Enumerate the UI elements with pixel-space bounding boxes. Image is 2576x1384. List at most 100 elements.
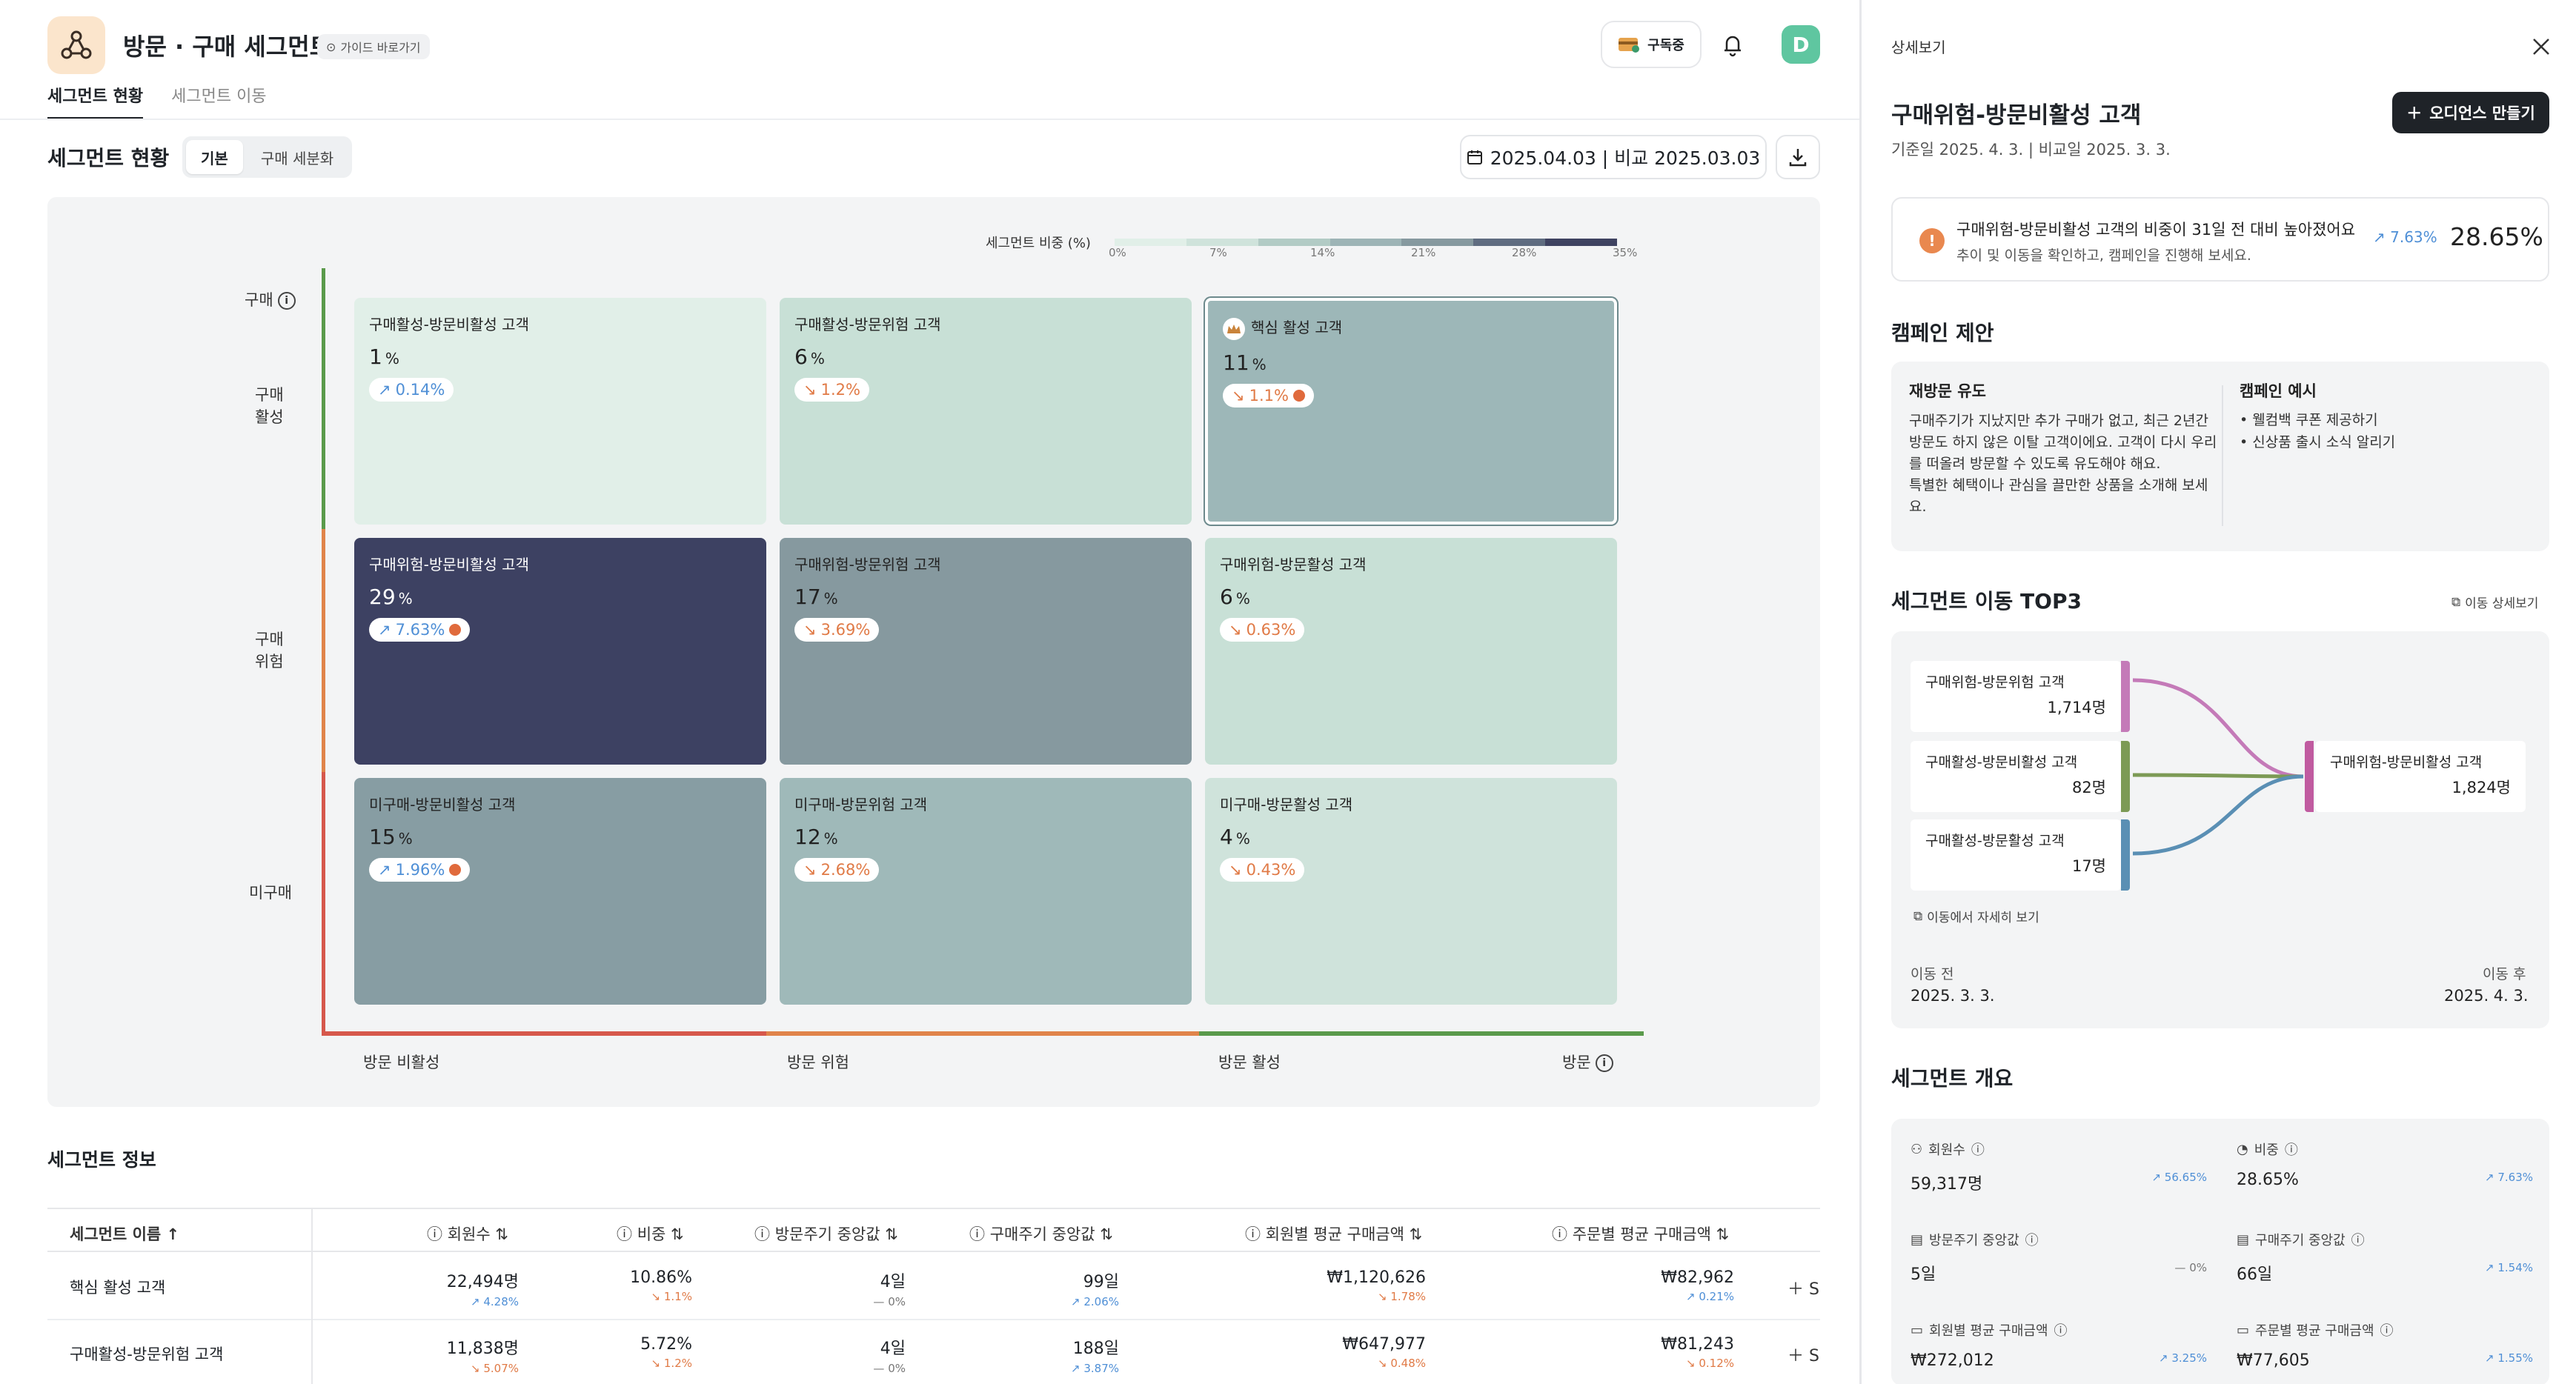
alert-text: 구매위험-방문비활성 고객의 비중이 31일 전 대비 높아졌어요 xyxy=(1956,221,2356,239)
tab-segment-move[interactable]: 세그먼트 이동 xyxy=(171,87,267,106)
segment-share: 4% xyxy=(1220,825,1250,849)
segment-cell[interactable]: 구매위험-방문위험 고객 17% ↘ 3.69% xyxy=(780,538,1192,765)
info-icon[interactable]: ⓘ xyxy=(2025,1233,2039,1248)
toggle-purchase-detail[interactable]: 구매 세분화 xyxy=(260,149,334,167)
move-detail-link[interactable]: ⧉ 이동 상세보기 xyxy=(2451,594,2539,612)
add-column-button[interactable]: ＋ S xyxy=(1787,1280,1819,1299)
create-audience-button[interactable]: ＋ 오디언스 만들기 xyxy=(2392,92,2549,133)
legend-swatch xyxy=(1258,239,1330,246)
flow-link-3 xyxy=(2132,774,2304,856)
table-header: 세그먼트 이름 ↑ ⓘ 회원수 ⇅ ⓘ 비중 ⇅ ⓘ 방문주기 중앙값 ⇅ ⓘ … xyxy=(47,1208,1820,1252)
info-icon[interactable]: ⓘ xyxy=(2054,1323,2068,1339)
segment-name: 구매활성-방문위험 고객 xyxy=(794,316,941,333)
overview-item: ◔ 비중 ⓘ 28.65% ↗ 7.63% xyxy=(2237,1140,2533,1190)
external-link-icon: ⧉ xyxy=(1913,908,1923,924)
legend-tick: 35% xyxy=(1613,246,1638,259)
table-row[interactable]: 핵심 활성 고객 22,494명 ↗ 4.28% 10.86% ↘ 1.1% 4일 — 0%… xyxy=(47,1254,1820,1320)
flow-target[interactable]: 구매위험-방문비활성 고객 1,824명 xyxy=(2315,741,2526,812)
row-segment-name: 구매활성-방문위험 고객 xyxy=(70,1345,224,1363)
overview-item: ▤ 구매주기 중앙값 ⓘ 66일 ↗ 1.54% xyxy=(2237,1230,2533,1285)
segment-info-title: 세그먼트 정보 xyxy=(47,1149,156,1171)
segment-cell[interactable]: 구매위험-방문비활성 고객 29% ↗ 7.63% xyxy=(354,538,766,765)
table-cell: ₩82,962 ↗ 0.21% xyxy=(1661,1268,1734,1303)
create-audience-label: 오디언스 만들기 xyxy=(2429,104,2535,122)
tab-segment-status[interactable]: 세그먼트 현황 xyxy=(47,83,144,120)
detail-panel: 상세보기 구매위험-방문비활성 고객 기준일 2025. 4. 3. | 비교일… xyxy=(1862,0,2576,1384)
th-name[interactable]: 세그먼트 이름 ↑ xyxy=(70,1225,180,1243)
th-members[interactable]: ⓘ 회원수 ⇅ xyxy=(427,1225,508,1243)
info-icon[interactable]: i xyxy=(277,292,296,310)
segment-cell[interactable]: 구매활성-방문위험 고객 6% ↘ 1.2% xyxy=(780,298,1192,525)
status-title: 세그먼트 현황 xyxy=(47,146,170,170)
toggle-basic[interactable]: 기본 xyxy=(186,140,243,174)
guide-label: 가이드 바로가기 xyxy=(340,41,421,55)
download-button[interactable] xyxy=(1776,135,1820,179)
table-cell: 99일 ↗ 2.06% xyxy=(1071,1273,1119,1308)
flow-source-2[interactable]: 구매활성-방문비활성 고객 82명 xyxy=(1911,741,2121,812)
segment-cell[interactable]: 구매활성-방문비활성 고객 1% ↗ 0.14% xyxy=(354,298,766,525)
overview-item: ▭ 회원별 평균 구매금액 ⓘ ₩272,012 ↗ 3.25% xyxy=(1911,1320,2207,1371)
calendar-icon: ▤ xyxy=(1911,1231,1924,1248)
crown-icon xyxy=(1223,317,1245,340)
subscribe-button[interactable]: 구독중 xyxy=(1601,21,1702,68)
alert-dot-icon xyxy=(1292,389,1305,402)
flow-target-bar xyxy=(2305,741,2314,812)
legend-tick: 28% xyxy=(1512,246,1537,259)
add-column-button[interactable]: ＋ S xyxy=(1787,1347,1819,1365)
flow-bar-1 xyxy=(2121,661,2130,732)
info-icon[interactable]: ⓘ xyxy=(2284,1142,2298,1158)
th-avg-order-amount[interactable]: ⓘ 주문별 평균 구매금액 ⇅ xyxy=(1552,1225,1730,1243)
campaign-title: 캠페인 제안 xyxy=(1891,321,1994,345)
segment-cell[interactable]: 핵심 활성 고객 11% ↘ 1.1% xyxy=(1205,298,1617,525)
segment-cell[interactable]: 미구매-방문비활성 고객 15% ↗ 1.96% xyxy=(354,778,766,1005)
th-avg-member-amount[interactable]: ⓘ 회원별 평균 구매금액 ⇅ xyxy=(1245,1225,1423,1243)
money-icon: ▭ xyxy=(2237,1322,2250,1338)
name-column-divider xyxy=(311,1208,313,1384)
table-cell: 4일 — 0% xyxy=(873,1340,906,1375)
table-cell: 10.86% ↘ 1.1% xyxy=(630,1268,692,1303)
segment-cell[interactable]: 미구매-방문활성 고객 4% ↘ 0.43% xyxy=(1205,778,1617,1005)
info-icon[interactable]: ⓘ xyxy=(2380,1323,2394,1339)
overview-item: ▤ 방문주기 중앙값 ⓘ 5일 — 0% xyxy=(1911,1230,2207,1285)
download-icon xyxy=(1789,149,1807,167)
segment-name: 미구매-방문위험 고객 xyxy=(794,796,928,814)
flow-link-2 xyxy=(2132,773,2304,779)
date-picker-button[interactable]: 2025.04.03 | 비교 2025.03.03 xyxy=(1460,135,1767,179)
calendar-icon: ▤ xyxy=(2237,1231,2250,1248)
flow-source-3[interactable]: 구매활성-방문활성 고객 17명 xyxy=(1911,819,2121,891)
campaign-example-item: • 신상품 출시 소식 알리기 xyxy=(2240,434,2396,450)
bell-icon[interactable] xyxy=(1718,30,1747,59)
campaign-example-item: • 웰컴백 쿠폰 제공하기 xyxy=(2240,412,2378,428)
trend-down-icon: ↘ xyxy=(803,621,817,639)
segment-cell[interactable]: 구매위험-방문활성 고객 6% ↘ 0.63% xyxy=(1205,538,1617,765)
segment-change-chip: ↘ 1.1% xyxy=(1223,383,1314,407)
legend-tick: 7% xyxy=(1209,246,1227,259)
guide-link[interactable]: ⊙ 가이드 바로가기 xyxy=(317,34,430,59)
detail-subtitle: 기준일 2025. 4. 3. | 비교일 2025. 3. 3. xyxy=(1891,141,2171,159)
th-visit-cycle[interactable]: ⓘ 방문주기 중앙값 ⇅ xyxy=(754,1225,898,1243)
flow-source-1[interactable]: 구매위험-방문위험 고객 1,714명 xyxy=(1911,661,2121,732)
info-icon[interactable]: ⓘ xyxy=(1971,1142,1985,1158)
info-icon[interactable]: i xyxy=(1595,1054,1613,1072)
warning-icon: ! xyxy=(1919,228,1945,253)
close-icon[interactable] xyxy=(2530,36,2552,58)
flow-bar-2 xyxy=(2121,741,2130,812)
campaign-card: 재방문 유도 구매주기가 지났지만 추가 구매가 없고, 최근 2년간 방문도 … xyxy=(1891,362,2549,551)
th-share[interactable]: ⓘ 비중 ⇅ xyxy=(617,1225,684,1243)
info-icon[interactable]: ⓘ xyxy=(2351,1233,2365,1248)
flow-more-link[interactable]: ⧉ 이동에서 자세히 보기 xyxy=(1913,908,2039,926)
th-purchase-cycle[interactable]: ⓘ 구매주기 중앙값 ⇅ xyxy=(969,1225,1113,1243)
trend-up-icon: ↗ xyxy=(378,381,391,399)
pin-icon: ⊙ xyxy=(326,39,336,54)
segment-cell[interactable]: 미구매-방문위험 고객 12% ↘ 2.68% xyxy=(780,778,1192,1005)
segment-share: 1% xyxy=(369,345,399,369)
avatar[interactable]: D xyxy=(1782,25,1820,64)
segment-share: 11% xyxy=(1223,350,1267,375)
x-label-visit-active: 방문 활성 xyxy=(1218,1054,1281,1071)
subscribe-label: 구독중 xyxy=(1647,38,1684,53)
table-cell: 5.72% ↘ 1.2% xyxy=(640,1335,692,1370)
segment-change-chip: ↗ 0.14% xyxy=(369,378,454,402)
table-row[interactable]: 구매활성-방문위험 고객 11,838명 ↘ 5.07% 5.72% ↘ 1.2% 4일 —… xyxy=(47,1320,1820,1384)
money-icon: ▭ xyxy=(1911,1322,1924,1338)
before-label: 이동 전 xyxy=(1911,966,1954,982)
